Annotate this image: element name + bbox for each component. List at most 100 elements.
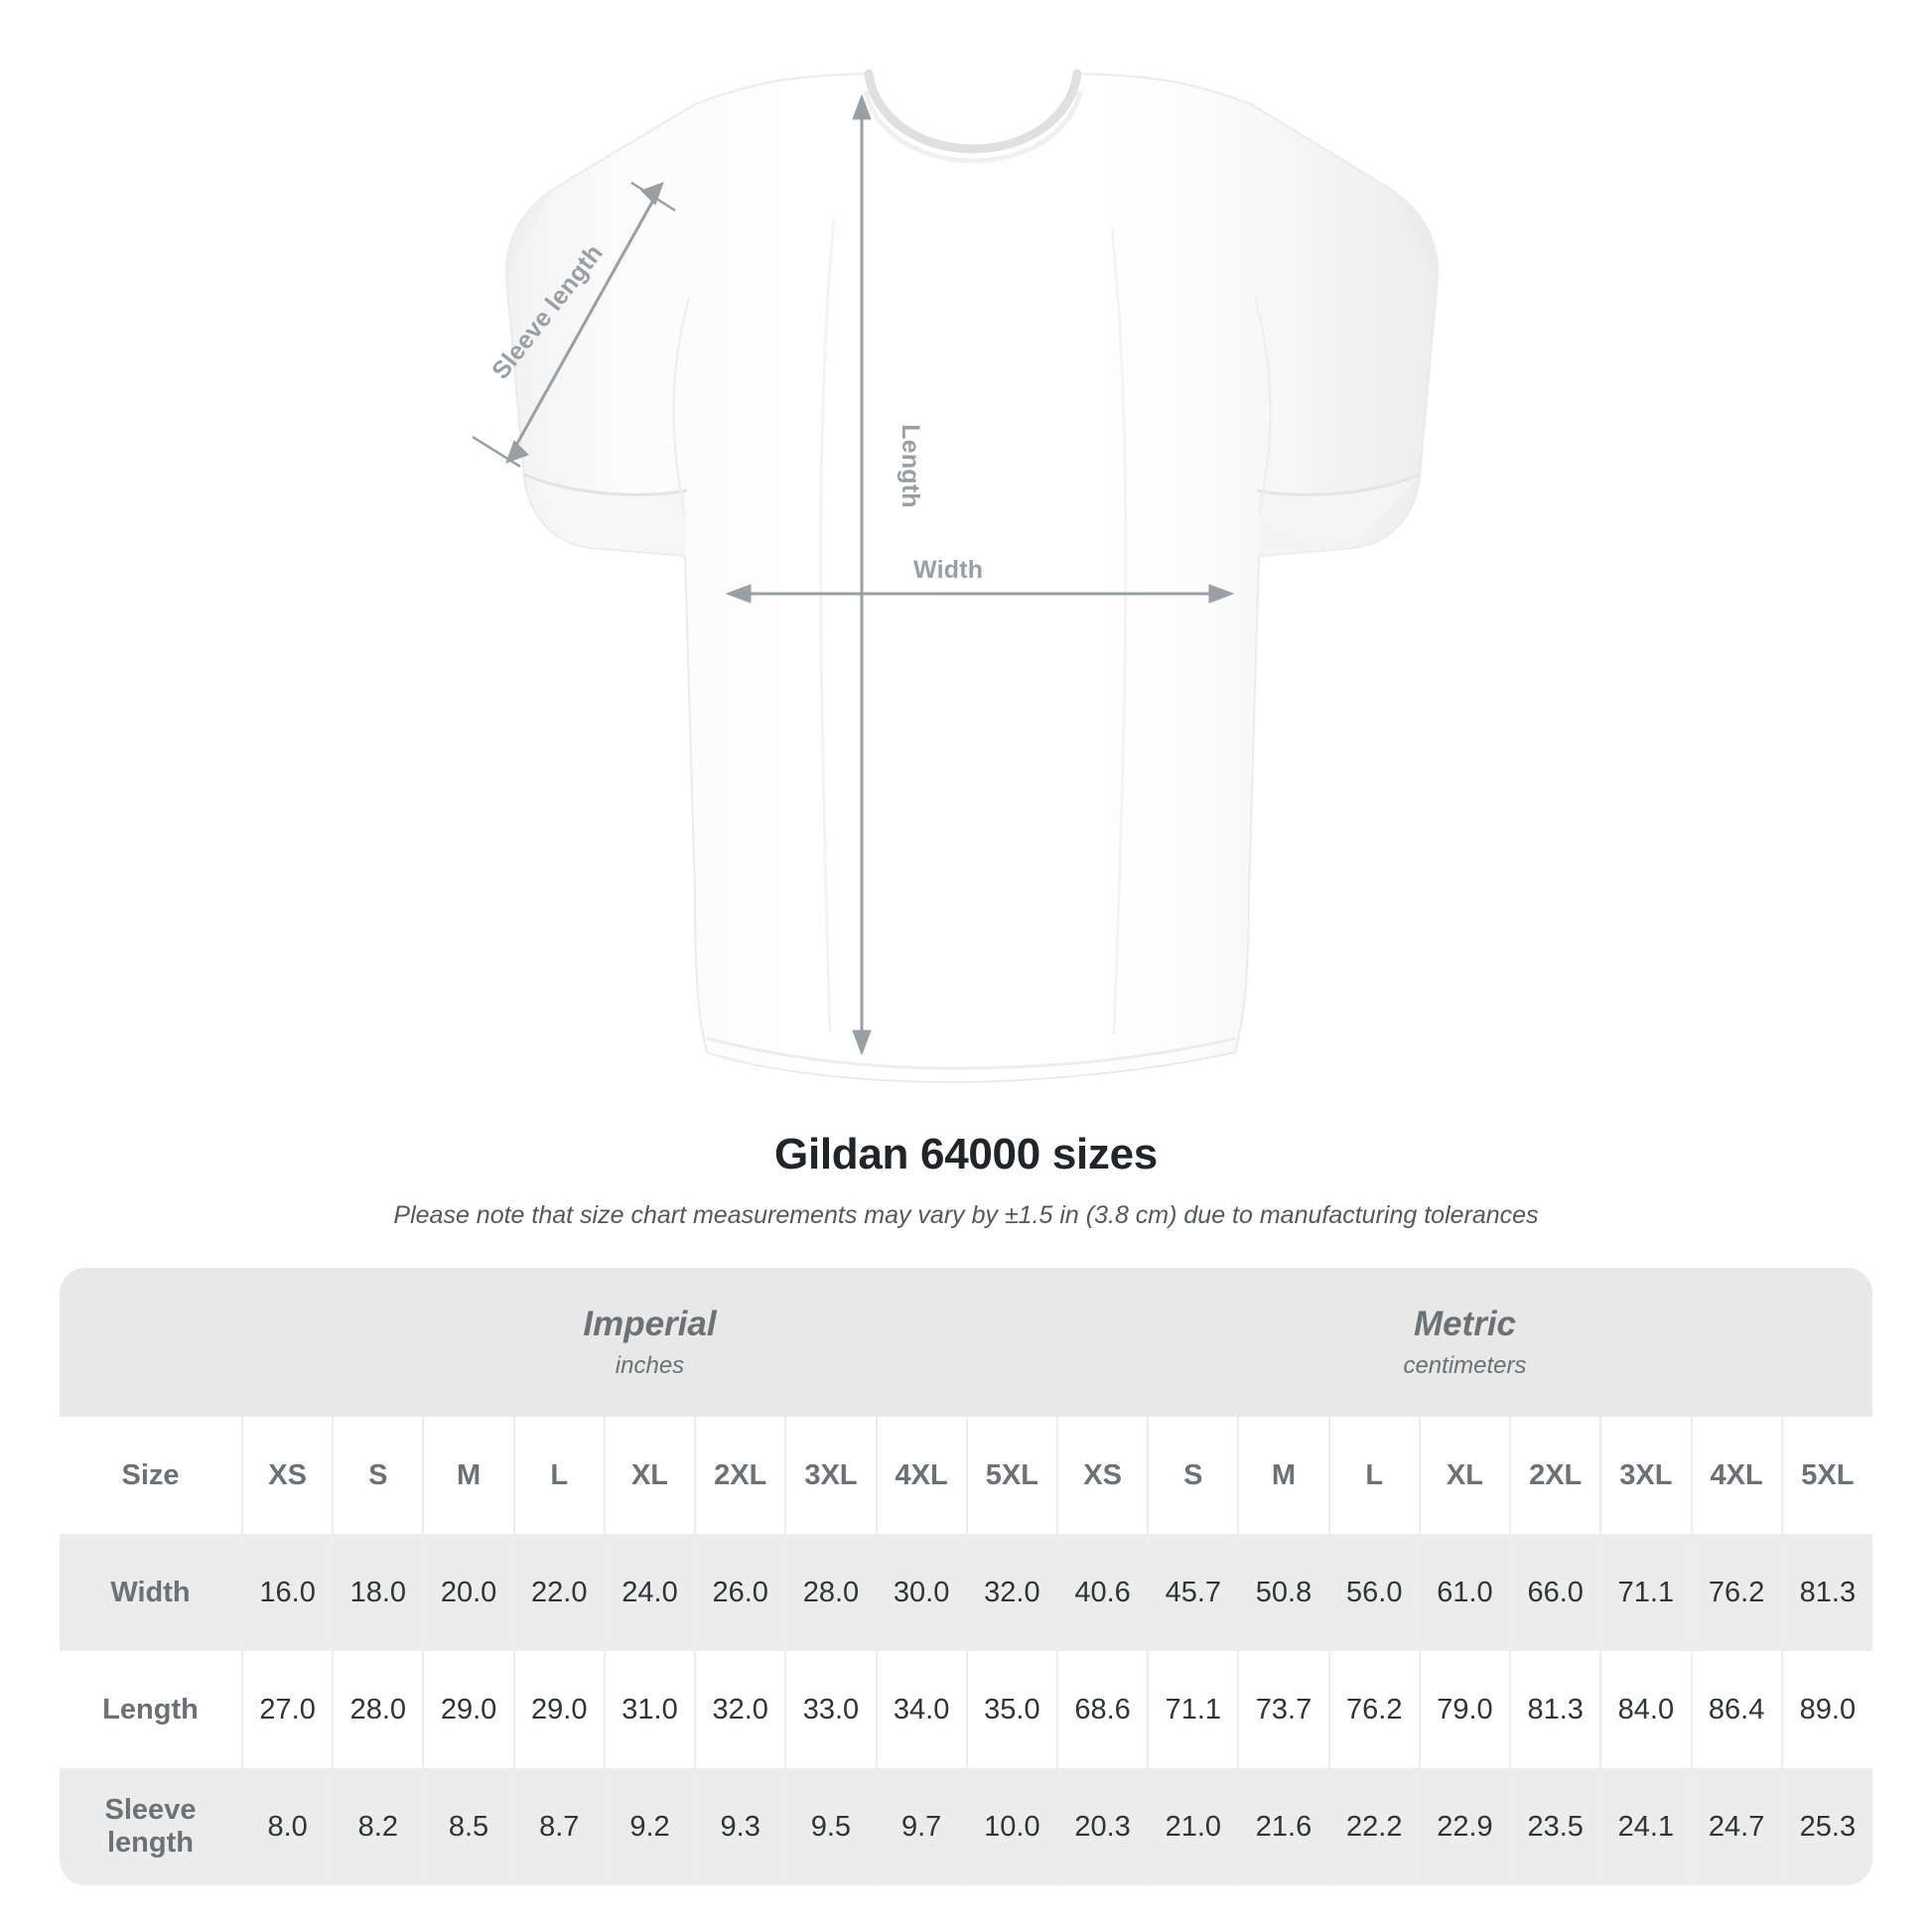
size-column-header-16: 4XL (1690, 1417, 1782, 1534)
cell-0-1: 18.0 (332, 1534, 424, 1651)
unit-group-unit: inches (615, 1352, 685, 1380)
cell-1-15: 84.0 (1599, 1651, 1692, 1768)
size-column-header-5: 2XL (694, 1417, 786, 1534)
cell-1-11: 73.7 (1237, 1651, 1329, 1768)
cell-2-3: 8.7 (512, 1768, 605, 1885)
size-column-header-0: XS (240, 1417, 334, 1534)
cell-2-4: 9.2 (603, 1768, 696, 1885)
tshirt-illustration (472, 69, 1440, 1084)
unit-group-unit: centimeters (1403, 1352, 1527, 1380)
size-column-header-8: 5XL (965, 1417, 1057, 1534)
cell-1-5: 32.0 (694, 1651, 786, 1768)
table-row: Length 27.0 28.0 29.0 29.0 31.0 32.0 33.0 34.0 35… (60, 1651, 1872, 1768)
cell-2-14: 23.5 (1509, 1768, 1601, 1885)
cell-0-13: 61.0 (1418, 1534, 1511, 1651)
size-table: Imperial inches Metric centimeters Size XS S M L… (60, 1268, 1872, 1885)
cell-0-14: 66.0 (1509, 1534, 1601, 1651)
cell-2-9: 20.3 (1055, 1768, 1149, 1885)
cell-1-17: 89.0 (1780, 1651, 1872, 1768)
cell-1-4: 31.0 (603, 1651, 696, 1768)
unit-group-imperial: Imperial inches (242, 1268, 1057, 1417)
cell-1-8: 35.0 (965, 1651, 1057, 1768)
cell-1-12: 76.2 (1327, 1651, 1420, 1768)
cell-0-9: 40.6 (1055, 1534, 1149, 1651)
cell-0-6: 28.0 (784, 1534, 877, 1651)
cell-2-0: 8.0 (240, 1768, 334, 1885)
cell-0-5: 26.0 (694, 1534, 786, 1651)
row-header-length: Length (60, 1651, 242, 1768)
cell-0-16: 76.2 (1690, 1534, 1782, 1651)
cell-1-7: 34.0 (875, 1651, 967, 1768)
size-column-header-15: 3XL (1599, 1417, 1692, 1534)
cell-2-5: 9.3 (694, 1768, 786, 1885)
cell-0-2: 20.0 (422, 1534, 514, 1651)
row-header-width: Width (60, 1534, 242, 1651)
size-column-header-14: 2XL (1509, 1417, 1601, 1534)
tolerance-note: Please note that size chart measurements… (393, 1201, 1539, 1229)
size-column-header-12: L (1327, 1417, 1420, 1534)
cell-0-15: 71.1 (1599, 1534, 1692, 1651)
unit-group-name: Imperial (583, 1304, 717, 1343)
cell-2-15: 24.1 (1599, 1768, 1692, 1885)
size-column-header-13: XL (1418, 1417, 1511, 1534)
cell-2-11: 21.6 (1237, 1768, 1329, 1885)
size-column-header-17: 5XL (1780, 1417, 1872, 1534)
size-column-header-7: 4XL (875, 1417, 967, 1534)
cell-2-2: 8.5 (422, 1768, 514, 1885)
size-column-header-4: XL (603, 1417, 696, 1534)
tshirt-diagram: Sleeve length Length Width (472, 69, 1440, 1084)
width-arrow (725, 584, 1235, 604)
cell-1-10: 71.1 (1147, 1651, 1239, 1768)
cell-0-4: 24.0 (603, 1534, 696, 1651)
cell-2-16: 24.7 (1690, 1768, 1782, 1885)
size-column-header-10: S (1147, 1417, 1239, 1534)
row-header-sleeve-length: Sleeve length (60, 1768, 242, 1885)
chart-heading: Gildan 64000 sizes Please note that size… (0, 1130, 1932, 1230)
cell-2-1: 8.2 (332, 1768, 424, 1885)
cell-2-10: 21.0 (1147, 1768, 1239, 1885)
size-column-header-2: M (422, 1417, 514, 1534)
size-column-header-1: S (332, 1417, 424, 1534)
table-row: Width 16.0 18.0 20.0 22.0 24.0 26.0 28.0 30.0 32.… (60, 1534, 1872, 1651)
cell-1-16: 86.4 (1690, 1651, 1782, 1768)
size-table-container: Imperial inches Metric centimeters Size XS S M L… (60, 1268, 1872, 1885)
cell-2-13: 22.9 (1418, 1768, 1511, 1885)
cell-1-0: 27.0 (240, 1651, 334, 1768)
sleeve-length-arrow (472, 181, 676, 469)
unit-group-row: Imperial inches Metric centimeters (60, 1268, 1872, 1417)
unit-row-spacer (60, 1268, 242, 1417)
size-column-header-11: M (1237, 1417, 1329, 1534)
cell-2-8: 10.0 (965, 1768, 1057, 1885)
length-dimension-label: Length (896, 424, 924, 508)
cell-0-3: 22.0 (512, 1534, 605, 1651)
unit-group-name: Metric (1413, 1304, 1517, 1343)
cell-0-12: 56.0 (1327, 1534, 1420, 1651)
table-row: Sleeve length 8.0 8.2 8.5 8.7 9.2 9.3 9.5 9.7 10.… (60, 1768, 1872, 1885)
cell-1-14: 81.3 (1509, 1651, 1601, 1768)
shirt-body-shape (504, 69, 1440, 1084)
cell-2-17: 25.3 (1780, 1768, 1872, 1885)
cell-2-6: 9.5 (784, 1768, 877, 1885)
page-title: Gildan 64000 sizes (774, 1130, 1158, 1178)
cell-1-6: 33.0 (784, 1651, 877, 1768)
cell-0-0: 16.0 (240, 1534, 334, 1651)
cell-0-7: 30.0 (875, 1534, 967, 1651)
cell-2-7: 9.7 (875, 1768, 967, 1885)
measurement-arrows (472, 93, 1235, 1056)
unit-group-metric: Metric centimeters (1056, 1268, 1872, 1417)
size-column-header-9: XS (1055, 1417, 1149, 1534)
cell-0-17: 81.3 (1780, 1534, 1872, 1651)
size-column-header-3: L (512, 1417, 605, 1534)
cell-1-2: 29.0 (422, 1651, 514, 1768)
width-dimension-label: Width (913, 556, 984, 584)
cell-0-10: 45.7 (1147, 1534, 1239, 1651)
cell-1-3: 29.0 (512, 1651, 605, 1768)
cell-1-9: 68.6 (1055, 1651, 1149, 1768)
cell-2-12: 22.2 (1327, 1768, 1420, 1885)
length-arrow (852, 93, 872, 1056)
size-header-label: Size (60, 1417, 242, 1534)
cell-0-8: 32.0 (965, 1534, 1057, 1651)
cell-1-13: 79.0 (1418, 1651, 1511, 1768)
cell-0-11: 50.8 (1237, 1534, 1329, 1651)
